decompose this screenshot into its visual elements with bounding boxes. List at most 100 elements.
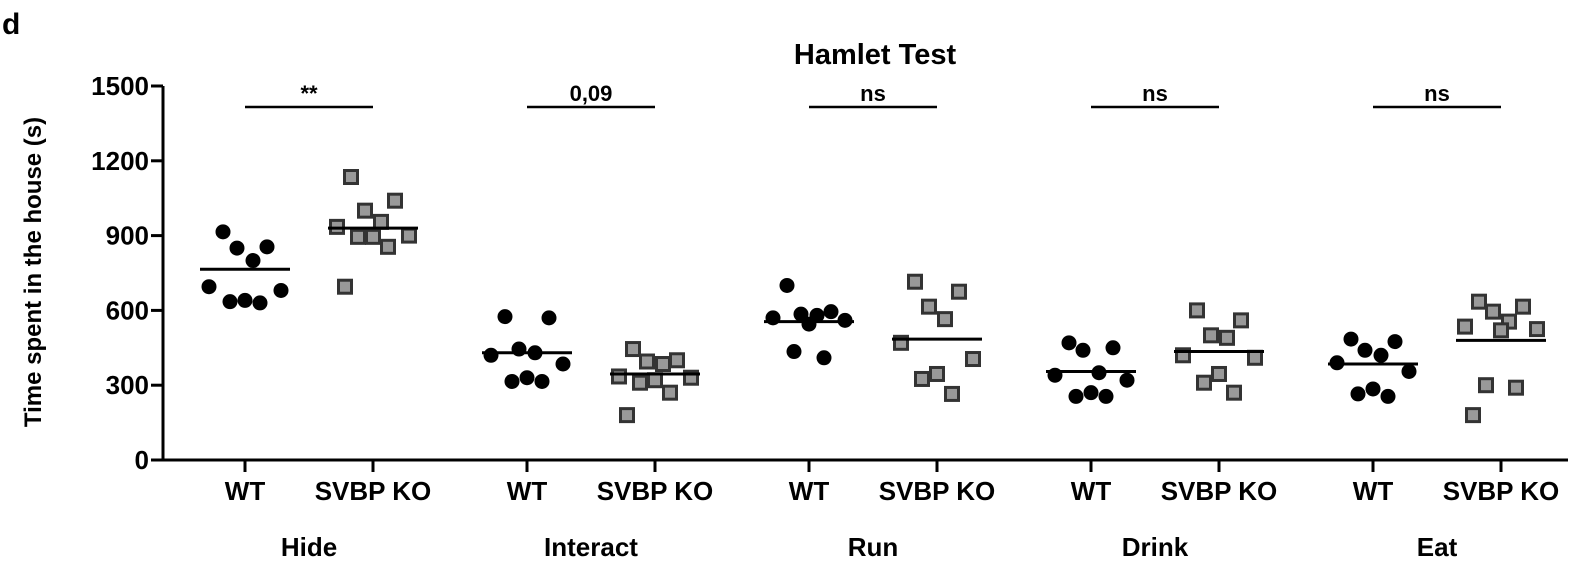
y-tick-label: 0 [135, 445, 149, 475]
ko-point [365, 228, 381, 245]
ko-point [1219, 329, 1235, 346]
ko-point [380, 238, 396, 255]
wt-point [1098, 388, 1114, 404]
wt-point [504, 373, 520, 389]
ko-point [655, 356, 671, 373]
significance-label: ns [860, 81, 886, 106]
wt-point [534, 373, 550, 389]
wt-point [237, 292, 253, 308]
group-label: Interact [544, 532, 638, 562]
wt-point [816, 350, 832, 366]
wt-point [1061, 335, 1077, 351]
y-tick-label: 300 [106, 370, 149, 400]
ko-point [350, 228, 366, 245]
wt-point [511, 341, 527, 357]
ko-point [1226, 384, 1242, 401]
wt-point [823, 304, 839, 320]
wt-point [786, 344, 802, 360]
data-marks [200, 169, 1546, 424]
ko-point [1529, 321, 1545, 338]
ko-point [907, 273, 923, 290]
ko-point [639, 353, 655, 370]
wt-point [1365, 381, 1381, 397]
wt-point [1373, 347, 1389, 363]
x-tick-label: WT [1353, 476, 1394, 506]
chart-title: Hamlet Test [794, 39, 957, 71]
significance-label: 0,09 [570, 81, 613, 106]
wt-point [793, 306, 809, 322]
significance-label: ns [1142, 81, 1168, 106]
x-tick-label: WT [789, 476, 830, 506]
wt-point [1119, 372, 1135, 388]
ko-point [921, 298, 937, 315]
wt-point [1105, 340, 1121, 356]
ko-point [1457, 318, 1473, 335]
significance-label: ** [300, 81, 318, 106]
ko-point [914, 370, 930, 387]
ko-point [1508, 379, 1524, 396]
y-tick-label: 600 [106, 295, 149, 325]
group-label: Hide [281, 532, 337, 562]
wt-point [541, 310, 557, 326]
ko-point [1211, 365, 1227, 382]
ko-point [1485, 303, 1501, 320]
ko-point [1233, 312, 1249, 329]
wt-point [273, 282, 289, 298]
ko-point [1247, 349, 1263, 366]
wt-point [229, 240, 245, 256]
y-axis-title: Time spent in the house (s) [20, 117, 47, 427]
axes: 0 300 600 900 1200 1500 ** Hide WT SVBP KO 0,09 Int… [91, 71, 1568, 562]
wt-point [222, 294, 238, 310]
ko-point [669, 352, 685, 369]
x-tick-label: SVBP KO [1161, 476, 1278, 506]
x-tick-label: SVBP KO [315, 476, 432, 506]
ko-point [929, 365, 945, 382]
wt-point [252, 295, 268, 311]
wt-point [1387, 334, 1403, 350]
group-label: Drink [1122, 532, 1189, 562]
ko-point [401, 227, 417, 244]
ko-point [647, 372, 663, 389]
ko-point [1515, 298, 1531, 315]
wt-point [765, 310, 781, 326]
wt-point [1380, 388, 1396, 404]
y-axis-title-group: Time spent in the house (s) [20, 117, 47, 427]
ko-point [619, 407, 635, 424]
ko-point [343, 169, 359, 186]
ko-point [625, 341, 641, 358]
x-tick-label: SVBP KO [597, 476, 714, 506]
wt-point [245, 253, 261, 269]
ko-point [387, 192, 403, 209]
wt-point [215, 224, 231, 240]
wt-point [497, 309, 513, 325]
wt-point [801, 316, 817, 332]
ko-point [632, 374, 648, 391]
wt-point [1357, 342, 1373, 358]
group-label: Eat [1417, 532, 1458, 562]
group-label: Run [848, 532, 899, 562]
ko-point [662, 384, 678, 401]
wt-point [1083, 385, 1099, 401]
x-tick-label: WT [225, 476, 266, 506]
wt-point [1343, 331, 1359, 347]
ko-point [1203, 327, 1219, 344]
wt-point [555, 356, 571, 372]
ko-point [1493, 322, 1509, 339]
ko-point [965, 351, 981, 368]
wt-point [1350, 386, 1366, 402]
ko-point [357, 202, 373, 219]
wt-point [1068, 388, 1084, 404]
y-tick-label: 1200 [91, 146, 149, 176]
ko-point [373, 213, 389, 230]
significance-label: ns [1424, 81, 1450, 106]
ko-point [1478, 377, 1494, 394]
x-tick-label: SVBP KO [1443, 476, 1560, 506]
x-tick-label: SVBP KO [879, 476, 996, 506]
ko-point [337, 278, 353, 295]
x-tick-label: WT [1071, 476, 1112, 506]
wt-point [1401, 363, 1417, 379]
wt-point [779, 277, 795, 293]
ko-point [944, 385, 960, 402]
ko-point [937, 311, 953, 328]
